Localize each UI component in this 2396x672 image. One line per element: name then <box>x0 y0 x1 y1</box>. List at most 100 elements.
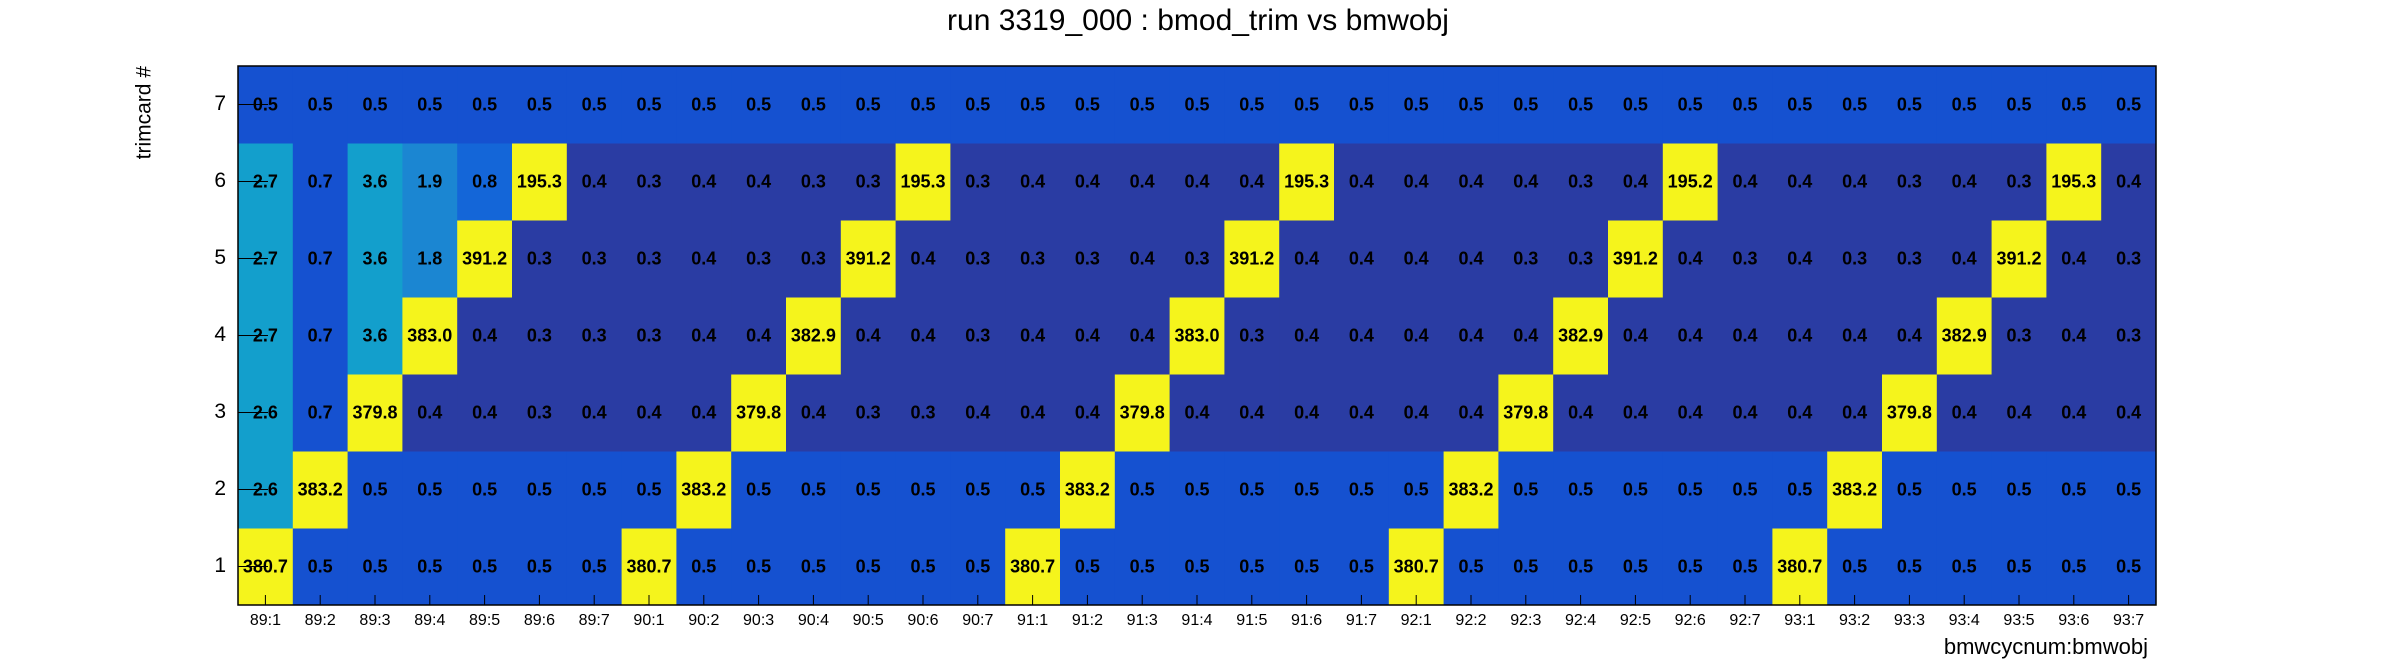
heatmap-cell <box>2101 528 2157 606</box>
cell-label: 0.5 <box>1842 556 1867 576</box>
heatmap-cell <box>1224 451 1280 529</box>
heatmap-cell <box>786 66 842 144</box>
cell-label: 1.9 <box>417 171 442 191</box>
heatmap-cell <box>292 220 349 298</box>
cell-label: 0.3 <box>1239 325 1264 345</box>
cell-label: 0.4 <box>1513 325 1538 345</box>
cell-label: 0.5 <box>1513 556 1538 576</box>
heatmap-cell <box>840 143 897 221</box>
cell-label: 0.3 <box>965 248 990 268</box>
heatmap-cell <box>1991 143 2047 221</box>
cell-label: 383.2 <box>1832 479 1877 499</box>
cell-label: 0.3 <box>1732 248 1757 268</box>
cell-label: 0.3 <box>1075 248 1100 268</box>
heatmap-cell <box>950 143 1006 221</box>
cell-label: 0.3 <box>1568 171 1593 191</box>
cell-label: 2.7 <box>253 325 278 345</box>
heatmap-cell <box>1498 374 1554 452</box>
cell-label: 2.6 <box>253 479 278 499</box>
x-tick-label: 91:5 <box>1236 612 1267 629</box>
heatmap-cell <box>895 143 951 221</box>
cell-label: 0.8 <box>472 171 497 191</box>
heatmap-cell <box>1224 374 1280 452</box>
x-tick-label: 90:5 <box>853 612 884 629</box>
heatmap-cell <box>1936 451 1993 529</box>
heatmap-cell <box>731 297 787 375</box>
heatmap-cell <box>840 528 897 606</box>
x-axis-title: bmwcycnum:bmwobj <box>1944 634 2148 659</box>
cell-label: 0.5 <box>417 479 442 499</box>
cell-label: 380.7 <box>1394 556 1439 576</box>
heatmap-cell <box>512 374 568 452</box>
x-tick-label: 92:7 <box>1729 612 1760 629</box>
cell-label: 0.5 <box>746 479 771 499</box>
heatmap-cell <box>2101 297 2157 375</box>
heatmap-cell <box>1169 220 1225 298</box>
heatmap-cell <box>676 374 732 452</box>
cell-label: 0.3 <box>1020 248 1045 268</box>
heatmap-cell <box>1443 143 1499 221</box>
cell-label: 0.5 <box>1678 479 1703 499</box>
cell-label: 0.3 <box>2006 171 2031 191</box>
heatmap-cell <box>786 143 842 221</box>
cell-label: 391.2 <box>1613 248 1658 268</box>
cell-label: 0.4 <box>1349 248 1374 268</box>
heatmap-cell <box>1991 374 2047 452</box>
heatmap-cell <box>840 66 897 144</box>
cell-label: 0.5 <box>362 94 387 114</box>
cell-label: 0.5 <box>308 556 333 576</box>
y-tick-label: 4 <box>214 323 226 346</box>
cell-label: 0.5 <box>1130 94 1155 114</box>
heatmap-cell <box>1991 297 2047 375</box>
cell-label: 380.7 <box>1777 556 1822 576</box>
cell-label: 0.3 <box>1513 248 1538 268</box>
cell-label: 0.7 <box>308 325 333 345</box>
cell-label: 379.8 <box>1503 402 1548 422</box>
cell-label: 0.4 <box>582 402 607 422</box>
heatmap-cell <box>1772 66 1828 144</box>
cell-label: 0.4 <box>746 171 771 191</box>
heatmap-cell <box>457 66 513 144</box>
cell-label: 0.5 <box>1842 94 1867 114</box>
heatmap-cell <box>566 66 623 144</box>
cell-label: 0.4 <box>1732 171 1757 191</box>
heatmap-cell <box>676 528 732 606</box>
cell-label: 0.4 <box>1842 402 1867 422</box>
heatmap-cell <box>1443 451 1499 529</box>
cell-label: 0.5 <box>910 94 935 114</box>
heatmap-cell <box>621 143 677 221</box>
heatmap-cell <box>786 220 842 298</box>
cell-label: 0.4 <box>1020 402 1045 422</box>
cell-label: 0.3 <box>910 402 935 422</box>
cell-label: 0.4 <box>1678 402 1703 422</box>
heatmap-cell <box>1114 528 1171 606</box>
cell-label: 0.4 <box>801 402 826 422</box>
cell-label: 0.5 <box>2006 556 2031 576</box>
cell-label: 0.5 <box>308 94 333 114</box>
heatmap-cell <box>1608 374 1664 452</box>
cell-label: 0.3 <box>636 171 661 191</box>
heatmap-cell <box>1882 143 1938 221</box>
heatmap-cell <box>1498 451 1554 529</box>
heatmap-cell <box>840 220 897 298</box>
cell-label: 0.5 <box>1568 479 1593 499</box>
heatmap-cell <box>895 451 951 529</box>
heatmap-cell <box>1882 528 1938 606</box>
heatmap-cell <box>292 451 349 529</box>
x-tick-label: 90:3 <box>743 612 774 629</box>
heatmap-cell <box>2101 220 2157 298</box>
cell-label: 0.4 <box>1732 325 1757 345</box>
cell-label: 0.3 <box>1897 171 1922 191</box>
cell-label: 0.5 <box>910 556 935 576</box>
heatmap-cell <box>402 451 458 529</box>
heatmap-cell <box>2046 220 2102 298</box>
heatmap-cell <box>676 297 732 375</box>
heatmap-cell <box>1882 374 1938 452</box>
cell-label: 382.9 <box>1558 325 1603 345</box>
x-tick-label: 93:2 <box>1839 612 1870 629</box>
cell-label: 0.4 <box>472 325 497 345</box>
heatmap-cell <box>1388 297 1445 375</box>
x-tick-label: 90:6 <box>907 612 938 629</box>
cell-label: 195.3 <box>1284 171 1329 191</box>
